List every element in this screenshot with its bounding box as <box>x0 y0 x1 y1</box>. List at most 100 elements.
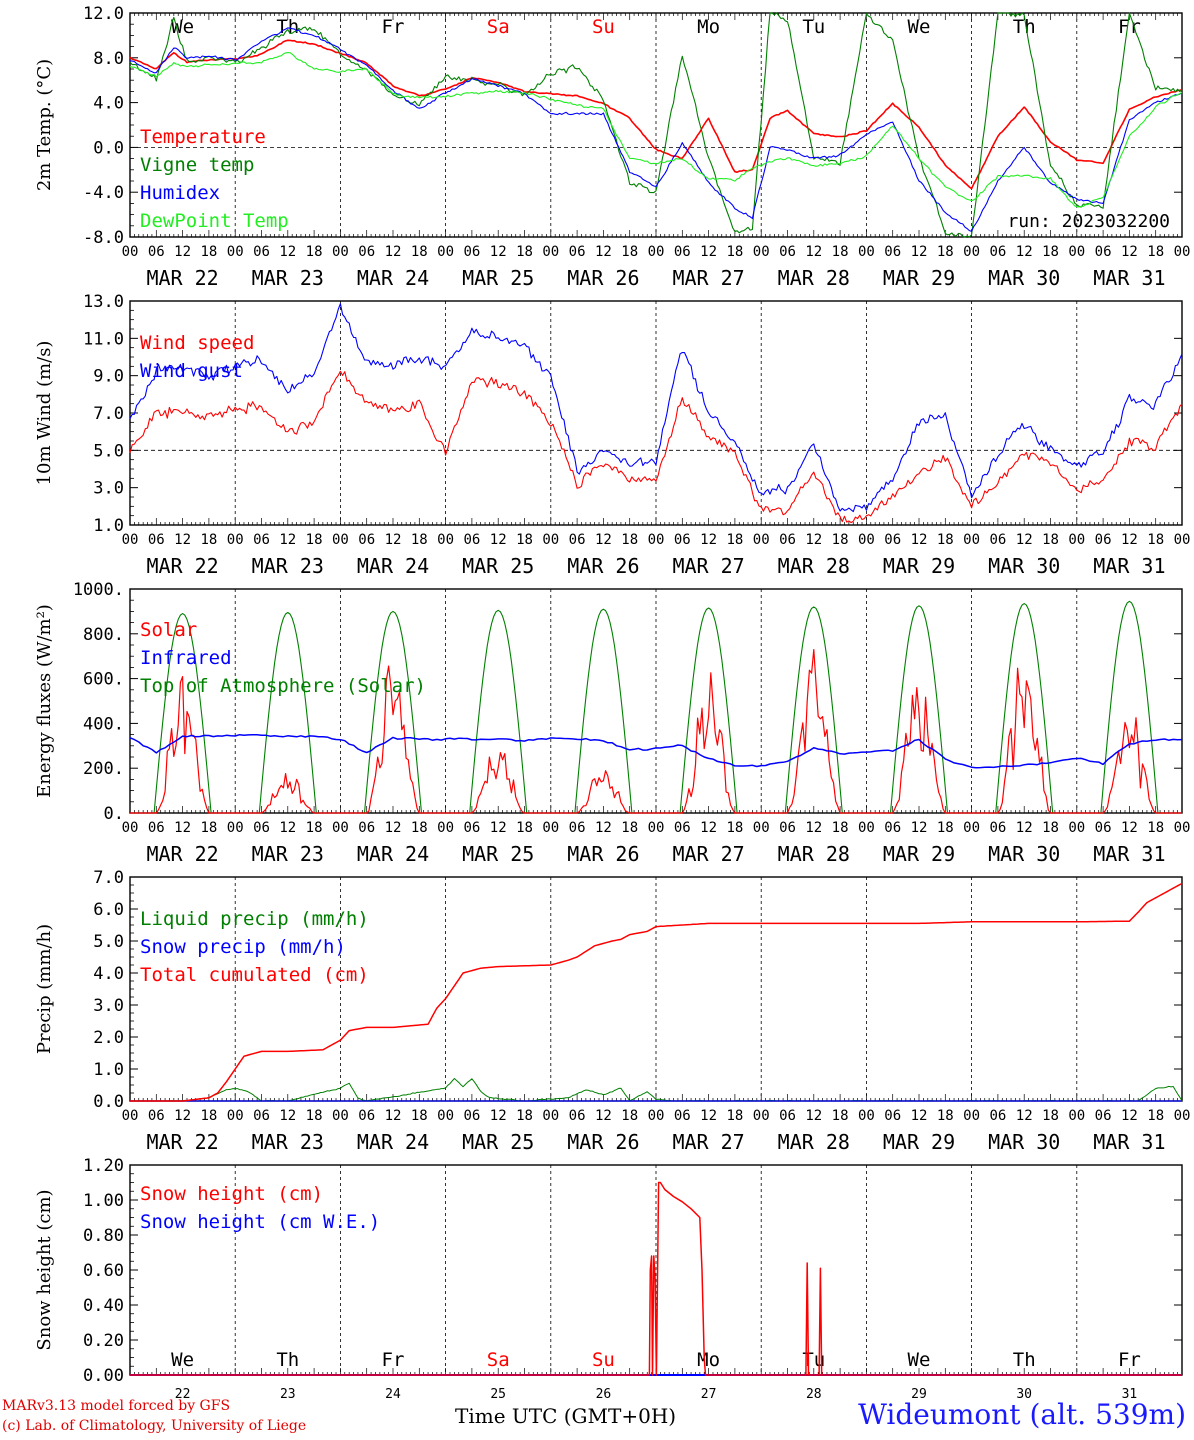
hour-tick-label: 06 <box>779 820 796 836</box>
hour-tick-label: 12 <box>911 532 928 548</box>
hour-tick-label: 06 <box>1095 244 1112 260</box>
snow-spike <box>818 1267 823 1376</box>
weekday-label: Tu <box>802 16 825 38</box>
hour-tick-label: 18 <box>937 1108 954 1124</box>
hour-tick-label: 00 <box>963 244 980 260</box>
date-label: MAR 26 <box>567 266 639 290</box>
hour-tick-label: 06 <box>148 532 165 548</box>
date-label: MAR 22 <box>146 554 218 578</box>
date-label: MAR 25 <box>462 554 534 578</box>
hour-tick-label: 06 <box>463 532 480 548</box>
hour-tick-label: 18 <box>200 532 217 548</box>
hour-tick-label: 18 <box>516 1108 533 1124</box>
weekday-label: Mo <box>697 1349 720 1371</box>
hour-tick-label: 12 <box>279 820 296 836</box>
y-tick-label: 9.0 <box>93 367 124 387</box>
hour-tick-label: 06 <box>569 532 586 548</box>
y-tick-label: 12.0 <box>83 4 124 24</box>
hour-tick-label: 12 <box>805 532 822 548</box>
hour-tick-label: 18 <box>621 532 638 548</box>
station-name: Wideumont (alt. 539m) <box>858 1398 1186 1431</box>
hour-tick-label: 06 <box>463 820 480 836</box>
legend-entry: DewPoint Temp <box>140 210 289 232</box>
date-label: MAR 23 <box>252 554 324 578</box>
hour-tick-label: 06 <box>358 532 375 548</box>
hour-tick-label: 18 <box>306 244 323 260</box>
hour-tick-label: 18 <box>1147 1108 1164 1124</box>
date-label: MAR 29 <box>883 842 955 866</box>
y-tick-label: 4.0 <box>93 94 124 114</box>
date-label: MAR 27 <box>672 1130 744 1154</box>
hour-tick-label: 06 <box>148 1108 165 1124</box>
legend-entry: Wind speed <box>140 332 254 354</box>
date-label: MAR 24 <box>357 554 429 578</box>
date-label: MAR 28 <box>778 842 850 866</box>
hour-tick-label: 06 <box>148 820 165 836</box>
weekday-label: Fr <box>382 16 405 38</box>
hour-tick-label: 18 <box>621 1108 638 1124</box>
date-label: MAR 26 <box>567 554 639 578</box>
hour-tick-label: 06 <box>358 1108 375 1124</box>
date-label: MAR 27 <box>672 842 744 866</box>
weekday-label: Fr <box>1118 1349 1141 1371</box>
weekday-label: Su <box>592 1349 615 1371</box>
hour-tick-label: 00 <box>858 244 875 260</box>
hour-tick-label: 12 <box>1016 244 1033 260</box>
day-number-label: 25 <box>490 1387 506 1400</box>
hour-tick-label: 18 <box>937 244 954 260</box>
series-snow-height <box>130 1181 1182 1376</box>
hour-tick-label: 12 <box>700 532 717 548</box>
hour-tick-label: 00 <box>1174 1108 1191 1124</box>
hour-tick-label: 12 <box>911 820 928 836</box>
hour-tick-label: 18 <box>1147 532 1164 548</box>
weekday-label: We <box>171 16 194 38</box>
hour-tick-label: 00 <box>542 244 559 260</box>
hour-tick-label: 18 <box>411 1108 428 1124</box>
day-number-label: 22 <box>175 1387 191 1400</box>
date-label: MAR 31 <box>1093 266 1165 290</box>
weekday-label: Fr <box>382 1349 405 1371</box>
hour-tick-label: 12 <box>1121 532 1138 548</box>
day-number-label: 26 <box>596 1387 612 1400</box>
y-tick-label: 5.0 <box>93 441 124 461</box>
panel-2-frame <box>129 300 1183 526</box>
hour-tick-label: 18 <box>832 244 849 260</box>
hour-tick-label: 18 <box>937 532 954 548</box>
hour-tick-label: 00 <box>1068 244 1085 260</box>
hour-tick-label: 18 <box>306 1108 323 1124</box>
y-tick-label: 1.20 <box>83 1156 124 1176</box>
day-number-label: 28 <box>806 1387 822 1400</box>
y-tick-label: 3.0 <box>93 479 124 499</box>
date-label: MAR 26 <box>567 842 639 866</box>
y-tick-label: 0.20 <box>83 1331 124 1351</box>
y-tick-label: 0.60 <box>83 1261 124 1281</box>
y-tick-label: 4.0 <box>93 964 124 984</box>
date-label: MAR 25 <box>462 1130 534 1154</box>
y-tick-label: 600. <box>83 670 124 690</box>
y-tick-label: 1.00 <box>83 1191 124 1211</box>
y-axis-label: 2m Temp. (°C) <box>34 59 55 191</box>
hour-tick-label: 00 <box>963 532 980 548</box>
weekday-label: Sa <box>487 1349 510 1371</box>
hour-tick-label: 00 <box>122 244 139 260</box>
hour-tick-label: 18 <box>726 820 743 836</box>
hour-tick-label: 12 <box>595 244 612 260</box>
hour-tick-label: 12 <box>1016 820 1033 836</box>
hour-tick-label: 00 <box>332 532 349 548</box>
hour-tick-label: 06 <box>1095 532 1112 548</box>
date-label: MAR 23 <box>252 266 324 290</box>
hour-tick-label: 00 <box>437 244 454 260</box>
date-label: MAR 30 <box>988 266 1060 290</box>
y-tick-label: 0.0 <box>93 1092 124 1112</box>
day-number-label: 27 <box>701 1387 717 1400</box>
date-label: MAR 29 <box>883 266 955 290</box>
weekday-label: Mo <box>697 16 720 38</box>
hour-tick-label: 12 <box>595 532 612 548</box>
legend-entry: Vigne temp <box>140 154 254 176</box>
y-tick-label: 0.0 <box>93 138 124 158</box>
hour-tick-label: 00 <box>542 532 559 548</box>
hour-tick-label: 00 <box>1174 532 1191 548</box>
hour-tick-label: 12 <box>805 820 822 836</box>
hour-tick-label: 12 <box>279 532 296 548</box>
hour-tick-label: 00 <box>122 532 139 548</box>
